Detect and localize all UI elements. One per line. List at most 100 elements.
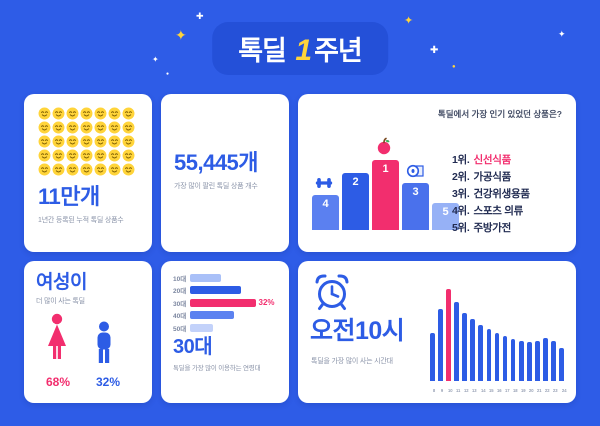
time-tick-label: 12 <box>464 388 469 393</box>
smiley-face-icon <box>122 121 135 134</box>
time-caption: 톡딜을 가장 많이 사는 시간대 <box>311 358 393 365</box>
age-bar-row: 30대 32% <box>173 298 281 308</box>
sold-caption: 가장 많이 팔린 톡딜 상품 개수 <box>174 183 258 190</box>
time-bar-15 <box>486 329 492 381</box>
smiley-emoji-grid <box>38 107 135 176</box>
podium-block-rank-1: 1 <box>372 160 399 230</box>
time-bar-12 <box>462 312 467 381</box>
age-bar-row: 50대 <box>173 323 281 333</box>
age-bar-chart: 10대 20대 30대 32% 40대 50대 <box>173 273 281 336</box>
smiley-face-icon <box>38 121 51 134</box>
smiley-face-icon <box>52 163 65 176</box>
card-registered-products: 11만개 1년간 등록된 누적 톡딜 상품수 <box>24 94 152 252</box>
smiley-face-icon <box>66 121 79 134</box>
rank-item: 1위. 신선식품 <box>452 154 564 166</box>
time-headline: 오전10시 <box>310 317 405 345</box>
plus-sparkle-icon: ✚ <box>430 45 439 56</box>
smiley-face-icon <box>108 135 121 148</box>
rank-item: 5위. 주방가전 <box>452 222 564 234</box>
time-tick-label: 17 <box>504 388 510 393</box>
smiley-face-icon <box>108 121 121 134</box>
time-tick-label: 10 <box>448 388 453 393</box>
podium-rank-number: 1 <box>382 163 389 175</box>
podium-rank-number: 2 <box>352 176 359 188</box>
registered-caption: 1년간 등록된 누적 톡딜 상품수 <box>38 217 124 224</box>
card-sold-count: 55,445개 가장 많이 팔린 톡딜 상품 개수 <box>161 94 289 252</box>
age-bar-row: 10대 <box>173 273 281 283</box>
age-headline: 30대 <box>173 336 213 358</box>
card-age-group: 10대 20대 30대 32% 40대 50대 30대 톡딜을 가장 많이 이용하는 연령… <box>161 261 289 403</box>
time-bar-14 <box>478 324 484 381</box>
star-sparkle-icon: ✦ <box>175 27 187 43</box>
time-tick-label: 20 <box>529 388 534 393</box>
card-gender: 여성이 더 많이 사는 톡딜 68% 32% <box>24 261 152 403</box>
podium-rank-number: 4 <box>322 198 329 210</box>
alarm-clock-icon <box>315 274 349 310</box>
gender-headline: 여성이 <box>36 272 87 293</box>
title-prefix: 톡딜 <box>238 36 293 66</box>
smiley-face-icon <box>66 135 79 148</box>
male-icon <box>97 321 111 363</box>
smiley-face-icon <box>52 121 65 134</box>
star-sparkle-icon: ✦ <box>558 29 566 39</box>
time-bar-11 <box>454 301 459 381</box>
age-bar <box>190 311 234 319</box>
rank-product-name: 건강위생용품 <box>473 188 530 200</box>
rank-product-name: 가공식품 <box>473 171 512 183</box>
smiley-face-icon <box>94 107 107 120</box>
time-tick-label: 21 <box>537 388 542 393</box>
age-bar-row: 20대 <box>173 286 281 295</box>
rank-product-name: 주방가전 <box>473 222 512 234</box>
time-bar-16 <box>494 333 500 381</box>
age-group-label: 10대 <box>173 275 187 283</box>
time-bar-22 <box>543 337 548 381</box>
rank-item: 3위. 건강위생용품 <box>452 188 564 200</box>
smiley-face-icon <box>52 107 65 120</box>
smiley-face-icon <box>66 149 79 162</box>
age-caption: 톡딜을 가장 많이 이용하는 연령대 <box>173 365 261 372</box>
time-bar-9 <box>438 309 443 381</box>
card-purchase-time: 오전10시 톡딜을 가장 많이 사는 시간대 8 9 10 11 12 13 14 15 16 1… <box>298 261 576 403</box>
female-icon <box>48 313 66 359</box>
title-number: 1 <box>295 34 312 67</box>
rank-product-name: 스포츠 의류 <box>473 205 524 217</box>
podium-block-rank-4: 4 <box>312 195 339 230</box>
smiley-face-icon <box>66 163 79 176</box>
sold-count: 55,445개 <box>174 150 259 175</box>
smiley-face-icon <box>122 149 135 162</box>
ranking-list: 1위. 신선식품 2위. 가공식품 3위. 건강위생용품 4위. 스포츠 의류 5위. 주방가전 <box>452 154 564 239</box>
time-axis-labels: 8 9 10 11 12 13 14 15 16 17 18 19 20 21 22 23 24 <box>430 386 568 395</box>
time-tick-label: 8 <box>432 388 436 393</box>
smiley-face-icon <box>66 107 79 120</box>
time-tick-label: 16 <box>496 388 502 393</box>
time-tick-label: 18 <box>512 388 518 393</box>
smiley-face-icon <box>80 163 93 176</box>
smiley-face-icon <box>108 107 121 120</box>
smiley-face-icon <box>80 121 93 134</box>
plus-sparkle-icon: ✚ <box>196 11 204 21</box>
time-tick-label: 13 <box>472 388 478 393</box>
rank-number: 2위. <box>452 171 470 183</box>
toilet-paper-icon <box>406 164 424 178</box>
time-bar-17 <box>502 335 508 381</box>
rank-number: 5위. <box>452 222 470 234</box>
podium-block-rank-2: 2 <box>342 173 369 230</box>
age-bar <box>190 323 214 332</box>
title-badge: 톡딜 1 주년 <box>212 22 388 75</box>
time-bar-21 <box>535 340 540 381</box>
age-bar <box>190 298 256 307</box>
male-percentage: 32% <box>96 375 121 389</box>
time-bar-20 <box>526 342 532 381</box>
smiley-face-icon <box>52 135 65 148</box>
gender-caption: 더 많이 사는 톡딜 <box>36 298 85 305</box>
dot-icon: ● <box>166 71 170 77</box>
smiley-face-icon <box>94 163 107 176</box>
age-group-label: 30대 <box>173 300 187 308</box>
smiley-face-icon <box>52 149 65 162</box>
time-bars <box>430 285 568 381</box>
time-tick-label: 19 <box>520 388 526 393</box>
smiley-face-icon <box>108 149 121 162</box>
smiley-face-icon <box>80 149 93 162</box>
